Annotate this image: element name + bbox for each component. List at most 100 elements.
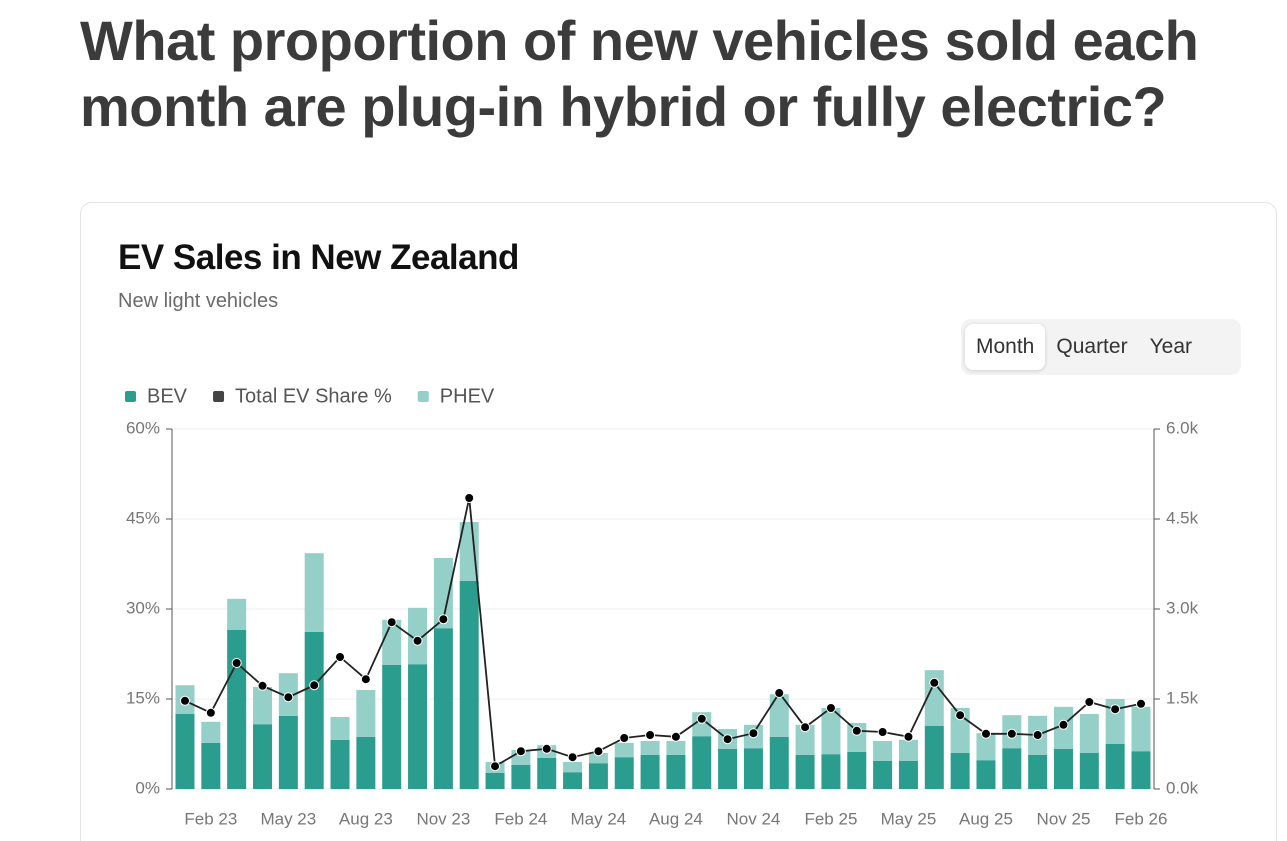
bar-segment xyxy=(1131,706,1151,752)
bar-segment xyxy=(795,754,815,789)
bar-segment xyxy=(1131,751,1151,789)
line-point xyxy=(180,695,190,706)
line-point xyxy=(335,652,346,662)
bar-segment xyxy=(433,628,453,789)
line-point xyxy=(645,730,656,740)
line xyxy=(184,497,1142,768)
y2-tick-label: 6.0k xyxy=(1166,418,1199,437)
bar-segment xyxy=(563,772,583,789)
y-tick-label: 0% xyxy=(135,778,160,797)
bar-segment xyxy=(382,664,402,789)
x-tick-label: Feb 26 xyxy=(1115,809,1168,828)
line-point xyxy=(722,734,733,745)
bar-segment xyxy=(1079,714,1099,753)
line-point xyxy=(1084,697,1095,707)
legend-label: PHEV xyxy=(440,385,495,407)
bar-segment xyxy=(175,714,195,789)
line-point xyxy=(438,614,449,625)
bar-segment xyxy=(253,687,273,725)
bar-segment xyxy=(253,724,273,789)
bar-segment xyxy=(330,717,350,740)
period-button[interactable]: Month xyxy=(965,324,1046,370)
x-tick-label: Nov 23 xyxy=(416,809,470,828)
line-point xyxy=(283,692,294,703)
line-point xyxy=(851,725,862,736)
bar-segment xyxy=(330,739,350,789)
bar-segment xyxy=(924,726,944,789)
line-point xyxy=(1136,698,1146,709)
bar-segment xyxy=(227,630,247,789)
bar-segment xyxy=(304,553,324,632)
period-toggle: Month Quarter Year xyxy=(961,319,1241,375)
legend-swatch xyxy=(213,391,225,402)
line-point xyxy=(980,728,991,739)
page-heading: What proportion of new vehicles sold eac… xyxy=(80,9,1199,138)
line-point xyxy=(825,703,836,713)
bar-segment xyxy=(588,763,608,789)
line-point xyxy=(619,733,630,743)
bar-segment xyxy=(640,741,660,755)
bar-segment xyxy=(227,598,247,630)
bar-segment xyxy=(1105,744,1125,789)
chart-card xyxy=(80,202,1277,841)
line-point xyxy=(231,658,242,668)
y-tick-label: 15% xyxy=(126,688,160,707)
line-point xyxy=(696,713,707,724)
bar-segment xyxy=(433,558,453,629)
x-tick-label: Aug 25 xyxy=(959,809,1013,828)
bar-segment xyxy=(769,694,789,737)
line-point xyxy=(1032,730,1043,740)
bar-segment xyxy=(201,721,221,743)
line-point xyxy=(309,680,320,691)
bar-segment xyxy=(1028,754,1048,789)
bar-segment xyxy=(976,760,996,789)
bar-segment xyxy=(692,736,712,789)
line-point xyxy=(541,743,552,754)
line-point xyxy=(412,635,423,646)
bar-segment xyxy=(898,760,918,789)
x-tick-label: Feb 25 xyxy=(804,809,857,828)
line-point xyxy=(490,761,501,772)
bar-segment xyxy=(1053,748,1073,789)
y2-tick-label: 3.0k xyxy=(1166,598,1199,617)
line-point xyxy=(670,731,681,742)
period-button[interactable]: Quarter xyxy=(1045,324,1138,370)
bar-segment xyxy=(769,736,789,789)
line-point xyxy=(360,674,371,685)
line-point xyxy=(205,707,216,718)
line-point xyxy=(748,728,759,739)
bar-segment xyxy=(563,762,583,773)
bar-segment xyxy=(614,757,634,789)
bar-segment xyxy=(1002,748,1022,789)
bar-segment xyxy=(201,742,221,789)
line-point xyxy=(929,677,940,688)
bar-segment xyxy=(1079,753,1099,789)
line-point xyxy=(386,617,397,628)
x-tick-label: Nov 25 xyxy=(1037,809,1091,828)
chart-subtitle: New light vehicles xyxy=(118,290,279,312)
bar-segment xyxy=(795,724,815,755)
x-tick-label: Feb 23 xyxy=(184,809,237,828)
bar-segment xyxy=(821,708,841,755)
bar-segment xyxy=(356,690,376,737)
bar-segment xyxy=(278,715,298,789)
y-tick-label: 60% xyxy=(126,418,160,437)
x-tick-label: Aug 24 xyxy=(649,809,703,828)
bar-segment xyxy=(485,772,505,789)
x-tick-label: Aug 23 xyxy=(339,809,393,828)
y2-tick-label: 1.5k xyxy=(1166,688,1199,707)
bar-segment xyxy=(614,742,634,758)
x-tick-label: May 25 xyxy=(881,809,937,828)
x-tick-label: Nov 24 xyxy=(726,809,780,828)
line-point xyxy=(1110,704,1121,715)
y2-tick-label: 4.5k xyxy=(1166,508,1199,527)
legend-label: BEV xyxy=(147,385,188,407)
period-button[interactable]: Year xyxy=(1139,324,1203,370)
bar-segment xyxy=(873,741,893,761)
line-point xyxy=(515,746,526,757)
line-point xyxy=(464,493,475,503)
line-point xyxy=(955,710,966,721)
bar-segment xyxy=(304,631,324,789)
line-point xyxy=(1006,728,1017,739)
bar-segment xyxy=(459,522,479,581)
